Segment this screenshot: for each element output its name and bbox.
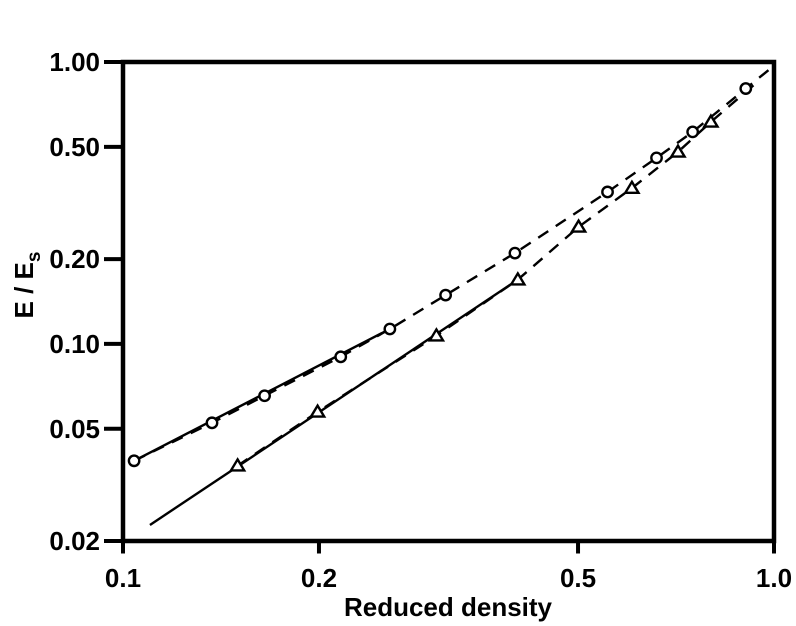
triangle-marker [427,327,446,342]
y-tick-label: 0.50 [49,132,100,162]
triangle-marker [569,218,588,233]
y-tick-label: 0.20 [49,244,100,274]
triangle-marker [702,113,720,128]
circle-marker [127,454,141,468]
y-axis-title-sub: s [24,252,45,263]
circle-marker [739,82,753,95]
circle-series-dashed-line [133,63,777,462]
y-tick-label: 0.10 [49,329,100,359]
triangle-marker [669,143,687,158]
y-tick-label: 1.00 [49,47,100,77]
y-tick-label: 0.02 [49,526,100,556]
circle-marker [439,288,452,302]
circle-marker [205,416,219,430]
triangle-series-dashed-line [236,79,761,467]
triangle-marker [509,271,527,286]
circle-marker [258,389,271,403]
y-axis-title: E / Es [9,252,45,319]
x-tick-label: 1.0 [756,563,792,593]
x-tick-label: 0.2 [301,563,337,593]
plot-area: 0.1 0.2 0.5 1.0 1.00 0.50 0.20 0.10 0.05 0.02 [49,47,792,593]
triangle-marker [308,403,327,418]
plot-frame [120,59,777,544]
y-tick-label: 0.05 [49,414,100,444]
x-tick-label: 0.1 [105,563,141,593]
circle-marker [686,125,700,139]
y-axis-title-main: E / E [9,262,39,318]
triangle-marker [228,457,247,472]
circle-marker [601,185,614,199]
circle-marker [508,246,522,260]
triangle-marker [623,179,641,195]
x-tick-label: 0.5 [560,563,596,593]
circle-marker [383,322,397,336]
x-axis-title: Reduced density [344,592,553,622]
circle-marker [650,151,663,165]
circle-marker [334,350,348,364]
